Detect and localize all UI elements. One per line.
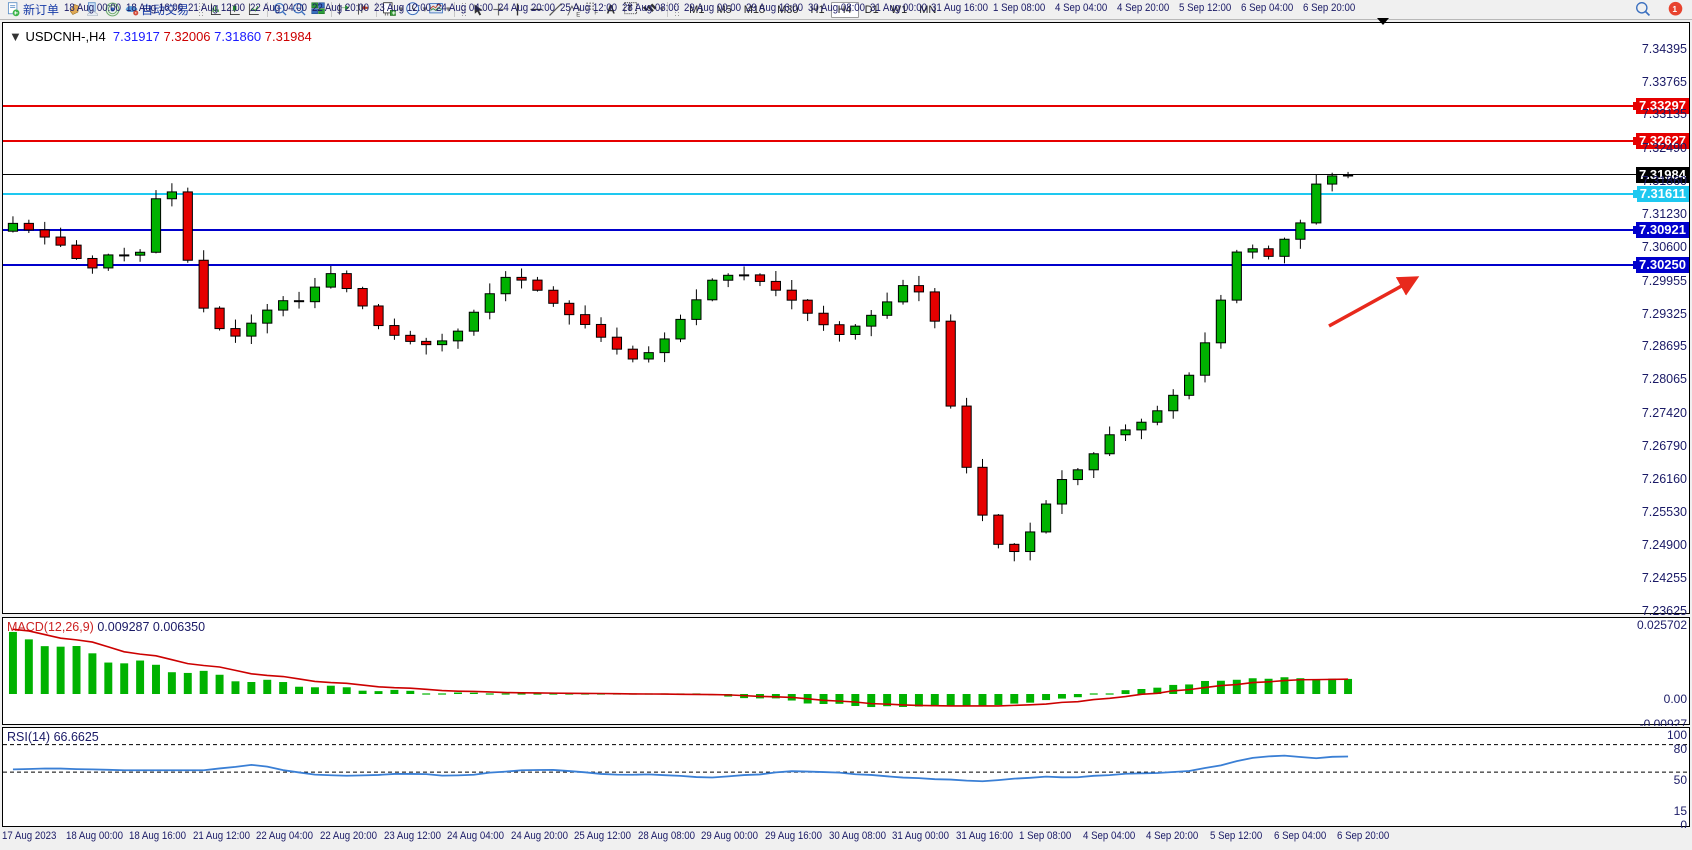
- svg-text:1: 1: [1672, 4, 1677, 14]
